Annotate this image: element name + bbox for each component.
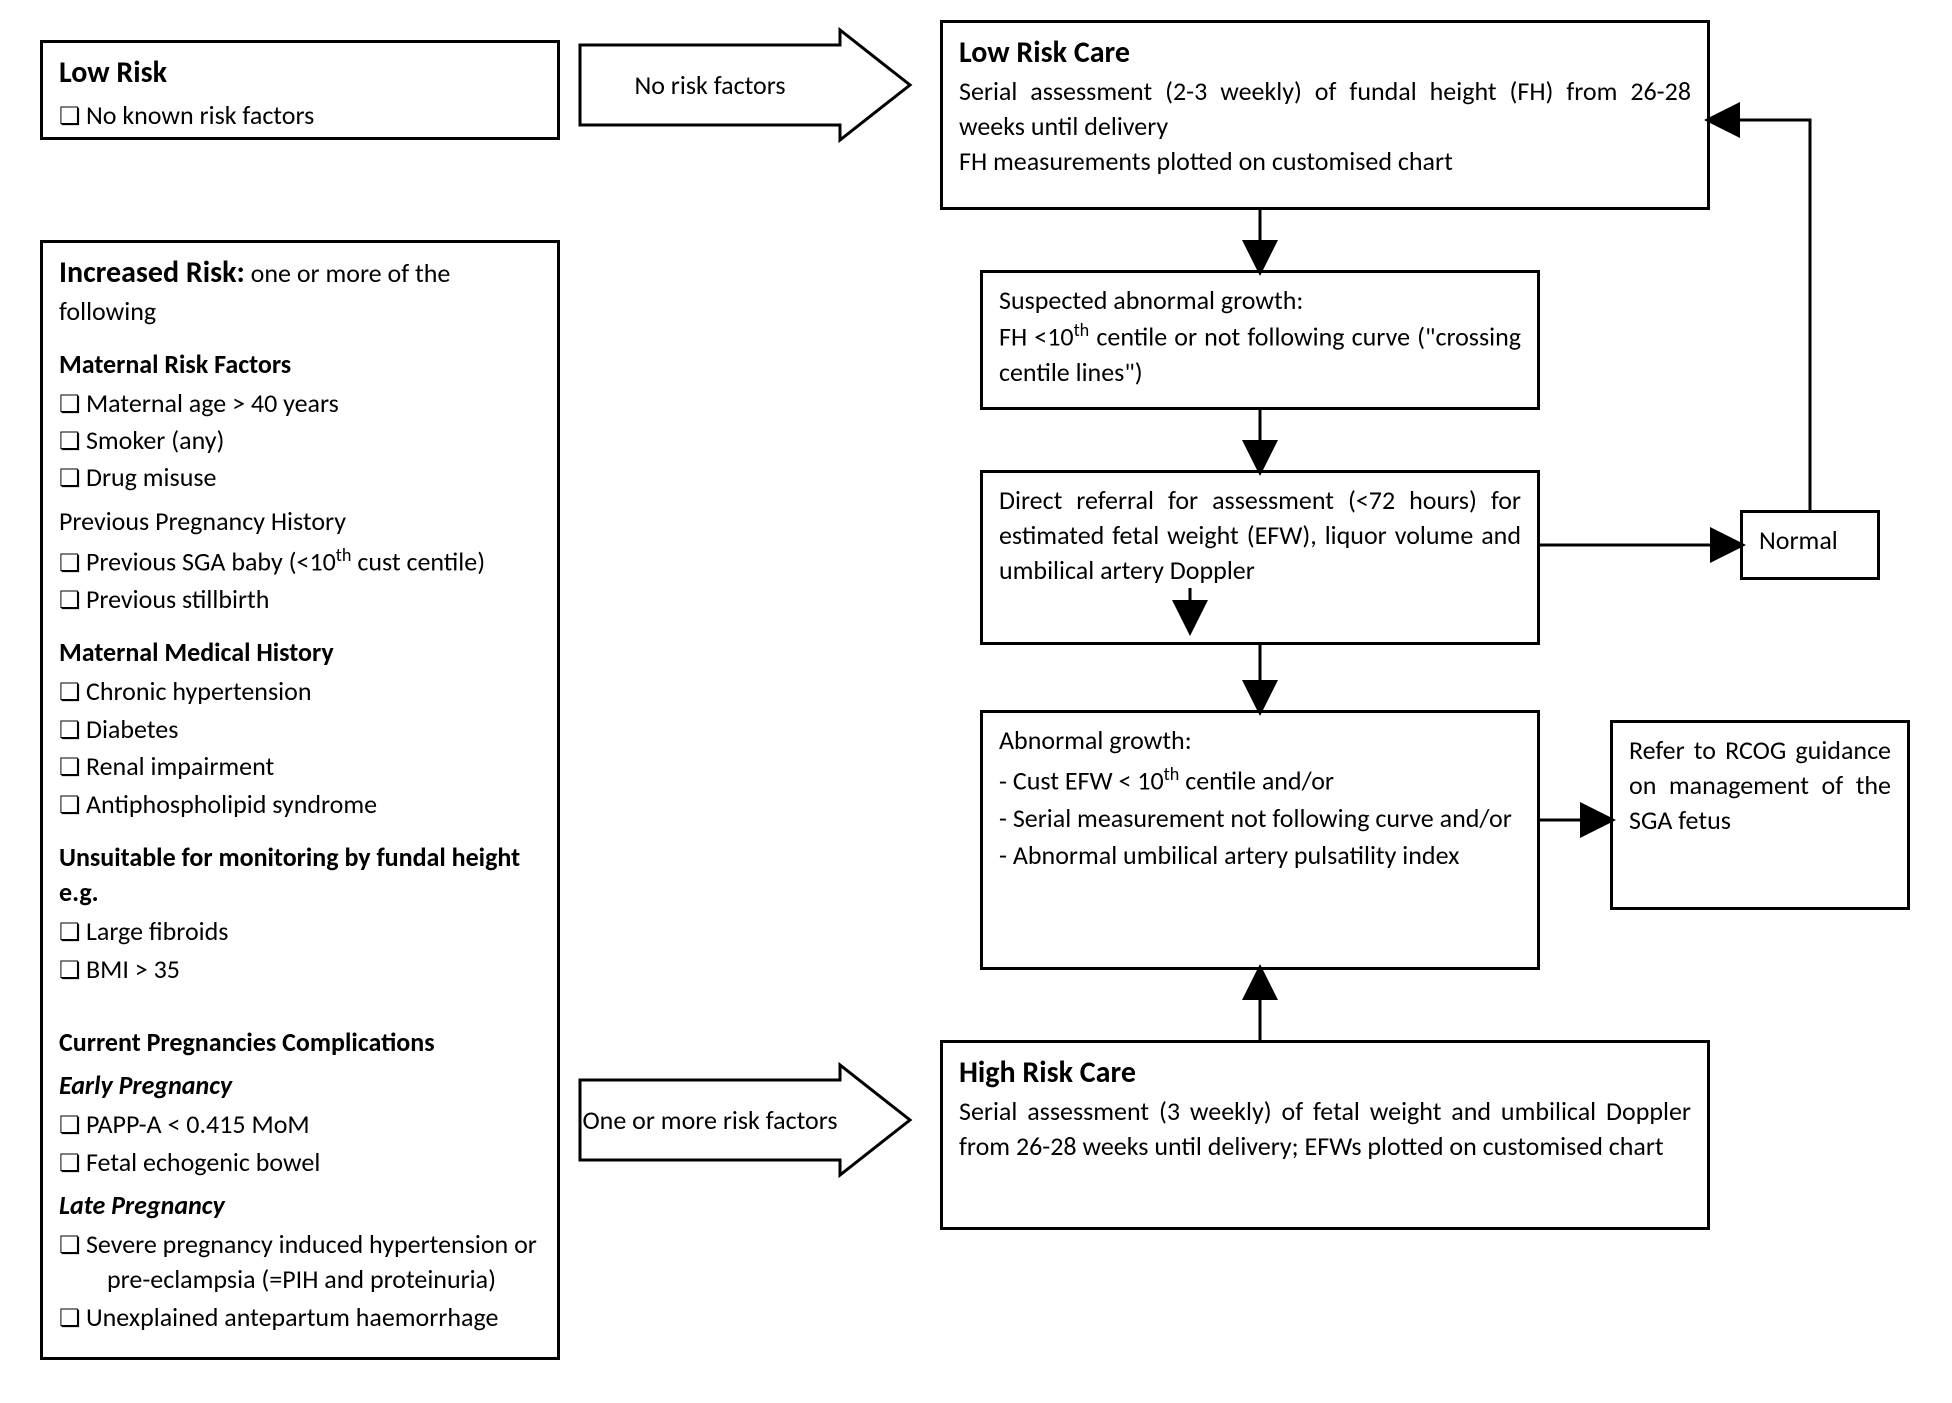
increased-risk-box: Increased Risk: one or more of the follo… [40, 240, 560, 1360]
referral-body: Direct referral for assessment (<72 hour… [999, 483, 1521, 588]
high-risk-care-body: Serial assessment (3 weekly) of fetal we… [959, 1094, 1691, 1164]
risk-item: Diabetes [59, 712, 541, 747]
suspected-box: Suspected abnormal growth:FH <10th centi… [980, 270, 1540, 410]
referral-box: Direct referral for assessment (<72 hour… [980, 470, 1540, 645]
abnormal-item: Abnormal umbilical artery pulsatility in… [999, 838, 1521, 873]
section-head: Maternal Risk Factors [59, 347, 541, 382]
section-italic: Late Pregnancy [59, 1188, 541, 1223]
low-risk-care-body: Serial assessment (2-3 weekly) of fundal… [959, 74, 1691, 179]
increased-risk-title: Increased Risk: [59, 254, 245, 291]
normal-body: Normal [1759, 523, 1861, 558]
normal-box: Normal [1740, 510, 1880, 580]
high-risk-care-title: High Risk Care [959, 1054, 1136, 1091]
rcog-body: Refer to RCOG guidance on management of … [1629, 733, 1891, 838]
section-head: Current Pregnancies Complications [59, 1025, 541, 1060]
section-italic: Early Pregnancy [59, 1068, 541, 1103]
low-risk-care-title: Low Risk Care [959, 34, 1130, 71]
abnormal-item: Cust EFW < 10th centile and/or [999, 762, 1521, 799]
normal-to-lowcare [1710, 120, 1810, 510]
abnormal-item: Serial measurement not following curve a… [999, 801, 1521, 836]
risk-item: Renal impairment [59, 749, 541, 784]
block-arrow: No risk factors [580, 30, 910, 140]
risk-item: Fetal echogenic bowel [59, 1145, 541, 1180]
abnormal-box: Abnormal growth: Cust EFW < 10th centile … [980, 710, 1540, 970]
risk-item: PAPP-A < 0.415 MoM [59, 1107, 541, 1142]
risk-item: Unexplained antepartum haemorrhage [59, 1300, 541, 1335]
risk-item: Large fibroids [59, 914, 541, 949]
section-plain: Previous Pregnancy History [59, 504, 541, 539]
risk-item: Chronic hypertension [59, 674, 541, 709]
high-risk-care-box: High Risk CareSerial assessment (3 weekl… [940, 1040, 1710, 1230]
rcog-box: Refer to RCOG guidance on management of … [1610, 720, 1910, 910]
risk-item: Previous stillbirth [59, 582, 541, 617]
risk-item: Antiphospholipid syndrome [59, 787, 541, 822]
risk-item: Severe pregnancy induced hypertension or… [59, 1227, 541, 1297]
risk-item: Smoker (any) [59, 423, 541, 458]
low-risk-care-box: Low Risk CareSerial assessment (2-3 week… [940, 20, 1710, 210]
risk-item: Drug misuse [59, 460, 541, 495]
section-head: Unsuitable for monitoring by fundal heig… [59, 840, 541, 910]
block-arrow-label: No risk factors [634, 69, 785, 101]
low-risk-box: Low Risk No known risk factors [40, 40, 560, 140]
risk-item: Maternal age > 40 years [59, 386, 541, 421]
low-risk-title: Low Risk [59, 54, 167, 91]
abnormal-lead: Abnormal growth: [999, 723, 1521, 758]
block-arrow-label: One or more risk factors [582, 1104, 837, 1136]
block-arrow: One or more risk factors [580, 1065, 910, 1175]
suspected-body: Suspected abnormal growth:FH <10th centi… [999, 283, 1521, 390]
low-risk-item: No known risk factors [59, 98, 541, 133]
section-head: Maternal Medical History [59, 635, 541, 670]
risk-item: Previous SGA baby (<10th cust centile) [59, 543, 541, 580]
risk-item: BMI > 35 [59, 952, 541, 987]
